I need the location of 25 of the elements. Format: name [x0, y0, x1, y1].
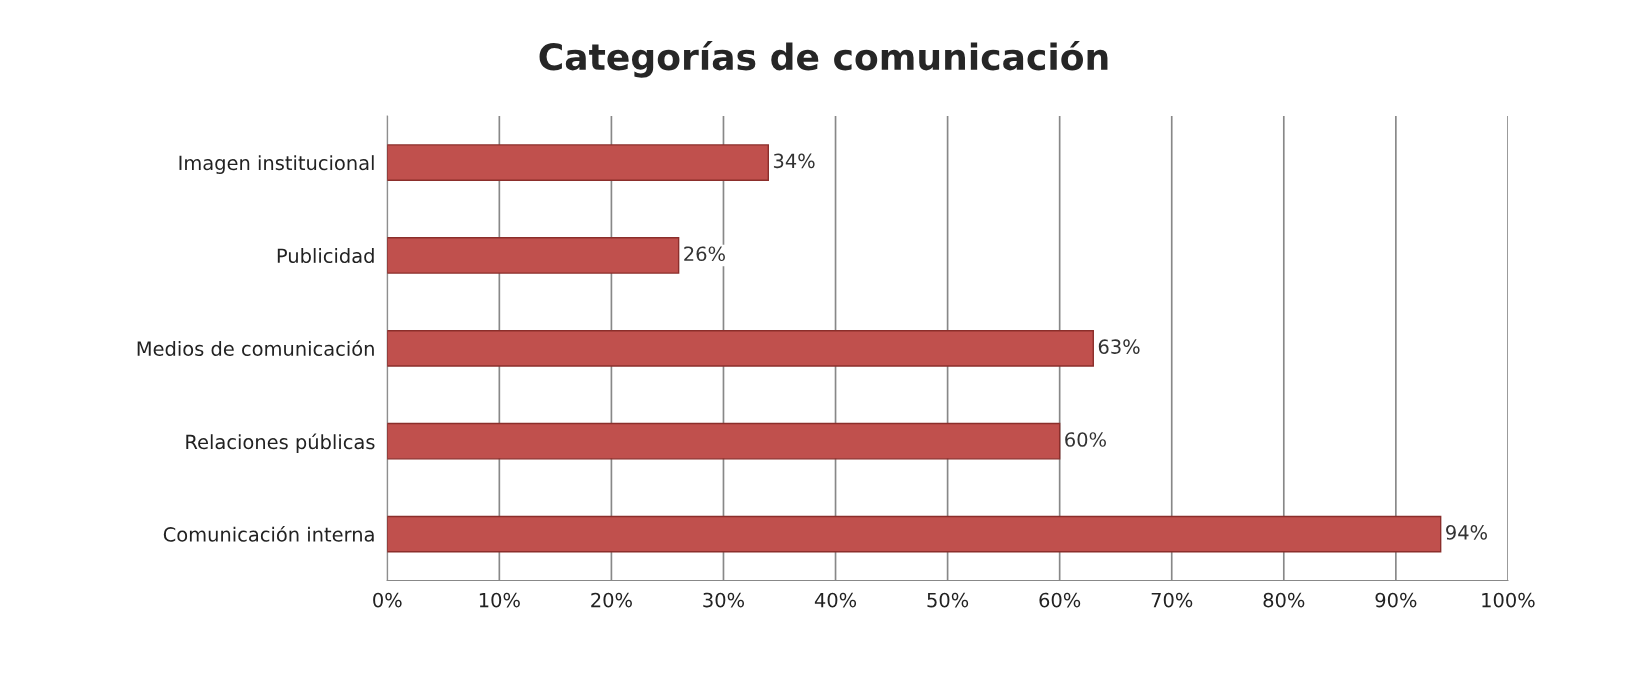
- x-tick-label: 80%: [1263, 592, 1305, 608]
- data-label: 63%: [1098, 339, 1140, 354]
- x-tick-label: 60%: [1039, 592, 1081, 608]
- y-tick-label: Publicidad: [277, 248, 374, 264]
- bar: [387, 237, 680, 274]
- y-tick-label: Relaciones públicas: [186, 433, 375, 454]
- x-tick-label: 30%: [703, 592, 745, 608]
- x-tick-label: 70%: [1151, 592, 1193, 608]
- data-label: 34%: [773, 153, 815, 169]
- y-tick-label: Medios de comunicación: [137, 340, 374, 356]
- x-tick-label: 90%: [1375, 592, 1417, 608]
- bar: [387, 144, 769, 181]
- data-label: 60%: [1065, 432, 1106, 447]
- bar: [387, 329, 1094, 367]
- data-label: 26%: [684, 246, 725, 262]
- x-tick-label: 50%: [927, 592, 969, 608]
- x-tick-label: 10%: [479, 592, 520, 608]
- y-tick-label: Comunicación interna: [163, 525, 374, 542]
- x-tick-label: 20%: [591, 592, 632, 608]
- data-label: 94%: [1446, 525, 1487, 540]
- x-tick-label: 40%: [814, 592, 857, 608]
- chart-title: Categorías de comunicación: [539, 40, 1108, 78]
- x-tick-label: 0%: [373, 592, 402, 608]
- x-tick-label: 100%: [1482, 592, 1535, 608]
- y-tick-label: Imagen institucional: [179, 155, 374, 174]
